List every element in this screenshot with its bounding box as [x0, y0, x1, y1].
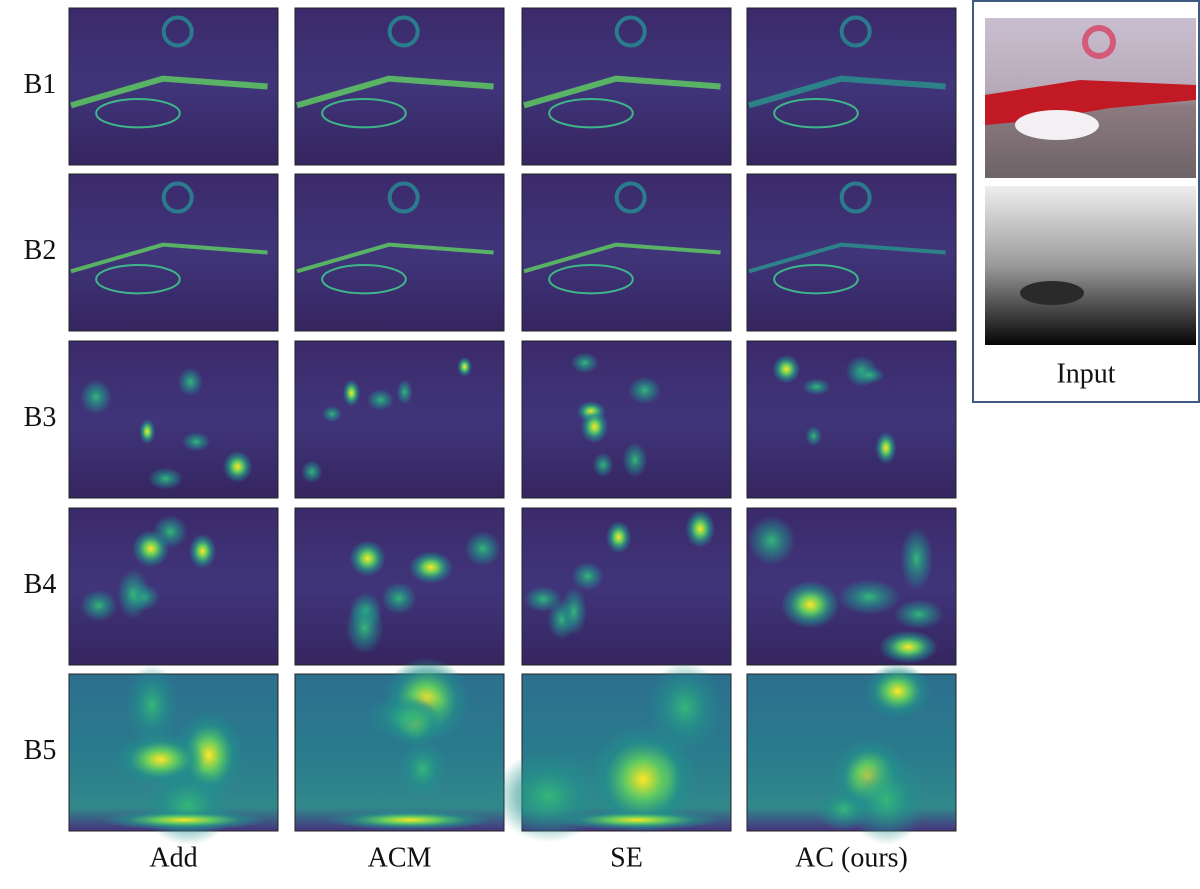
feature-map [747, 174, 956, 331]
map-blob [322, 406, 342, 422]
map-blob [117, 569, 149, 619]
map-blob [900, 527, 933, 590]
row-label: B2 [24, 235, 57, 266]
map-blob [223, 451, 252, 482]
feature-map [747, 8, 956, 165]
column-label: AC (ours) [795, 842, 908, 873]
row-label: B4 [24, 569, 57, 600]
feature-map [295, 341, 504, 498]
map-blob [465, 531, 501, 566]
map-blob [148, 468, 183, 490]
feature-map [295, 8, 504, 165]
feature-map [522, 341, 731, 498]
feature-map [747, 508, 956, 665]
feature-map [69, 665, 278, 845]
row-label: B3 [24, 402, 57, 433]
map-blob [561, 587, 587, 635]
map-blob [143, 767, 232, 845]
feature-map [69, 8, 278, 165]
map-blob [399, 739, 447, 799]
input-panel: Input [973, 1, 1199, 402]
feature-map [522, 508, 731, 665]
map-blob [396, 379, 412, 404]
map-blob [593, 452, 614, 477]
map-blob [748, 516, 796, 566]
feature-map [747, 664, 956, 845]
feature-map [69, 174, 278, 331]
figure: Input B1 B2 B3 B4 B5 Add ACM SE AC (ours) [0, 0, 1200, 884]
map-blob [572, 562, 604, 590]
column-label: Add [149, 842, 197, 873]
map-blob [367, 389, 394, 410]
map-blob [326, 810, 493, 830]
column-label: ACM [368, 842, 432, 873]
map-blob [894, 600, 944, 630]
map-blob [606, 521, 631, 553]
map-blob [494, 750, 603, 842]
map-blob [381, 582, 416, 614]
feature-map [494, 662, 731, 843]
map-blob [139, 419, 155, 444]
map-blob [100, 810, 267, 830]
feature-map [295, 508, 504, 665]
map-blob [772, 355, 800, 384]
map-blob [301, 460, 322, 483]
row-label: B5 [24, 735, 57, 766]
map-blob [647, 662, 722, 754]
map-blob [781, 581, 840, 629]
map-blob [125, 665, 179, 746]
map-blob [571, 352, 599, 373]
feature-map [69, 341, 278, 498]
map-blob [367, 693, 453, 741]
map-blob [80, 590, 117, 622]
feature-map [522, 8, 731, 165]
feature-map [522, 174, 731, 331]
map-blob [837, 579, 900, 614]
depth-table [1020, 281, 1084, 305]
map-blob [80, 379, 111, 414]
column-label: SE [610, 842, 643, 873]
map-blob [409, 551, 453, 584]
map-blob [189, 534, 216, 569]
map-blob [622, 442, 647, 477]
map-blob [153, 515, 188, 548]
table [1015, 110, 1099, 140]
map-blob [178, 368, 203, 397]
map-blob [581, 410, 609, 443]
input-label: Input [1056, 358, 1115, 389]
map-blob [349, 540, 385, 576]
map-blob [553, 810, 720, 830]
feature-map [295, 174, 504, 331]
row-label: B1 [24, 69, 57, 100]
feature-map [69, 508, 278, 665]
map-blob [853, 366, 885, 383]
map-blob [457, 357, 472, 377]
feature-map [295, 657, 504, 831]
feature-map [747, 341, 956, 498]
map-blob [816, 788, 871, 831]
map-blob [346, 602, 384, 654]
map-blob [182, 432, 211, 451]
map-blob [879, 630, 938, 663]
map-background [522, 341, 731, 498]
feature-maps [69, 8, 956, 845]
map-blob [343, 379, 360, 406]
map-blob [802, 378, 831, 395]
depth-image [985, 186, 1196, 345]
map-blob [685, 510, 715, 548]
map-blob [628, 376, 661, 404]
map-blob [875, 432, 896, 464]
map-blob [864, 664, 931, 719]
map-blob [805, 426, 822, 446]
